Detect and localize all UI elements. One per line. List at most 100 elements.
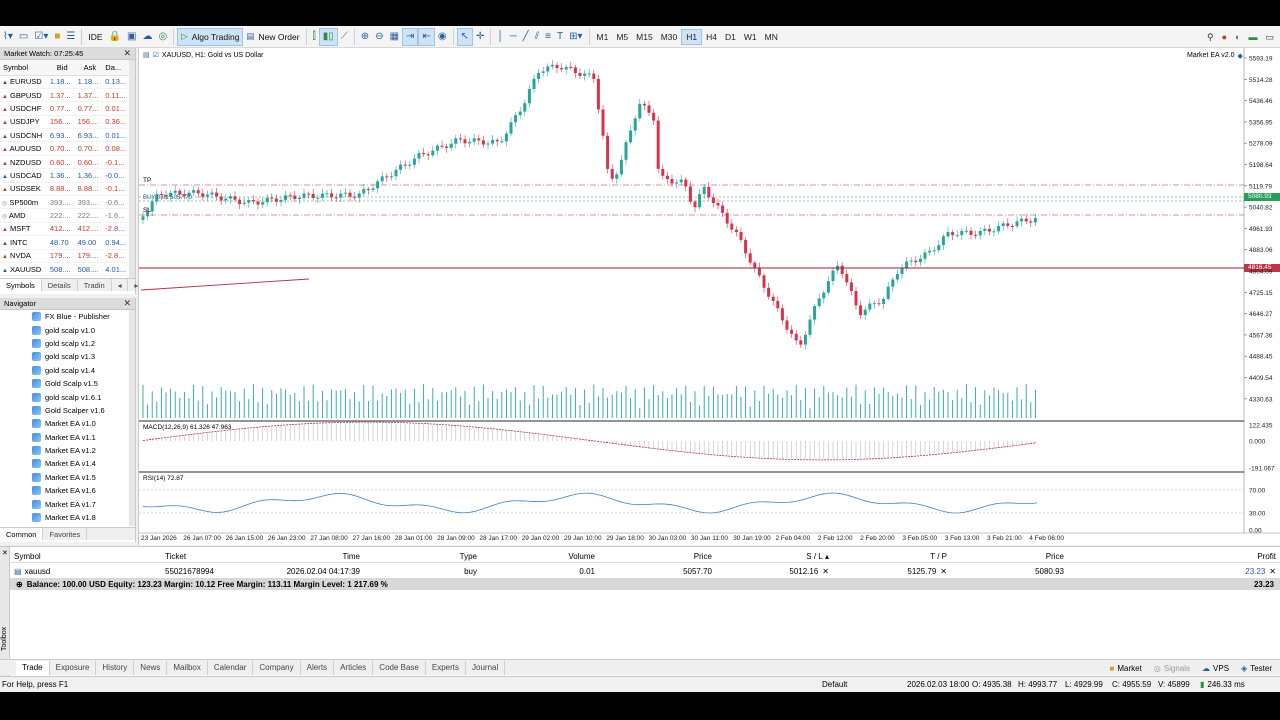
- signals-button[interactable]: ◎ Signals: [1153, 663, 1191, 673]
- market-watch-row[interactable]: ▲ USDSEK 8.88... 8.88... -0.1...: [0, 182, 130, 197]
- tf-m30[interactable]: M30: [660, 31, 678, 42]
- profiles-icon[interactable]: ☑▾: [34, 31, 49, 42]
- tab-experts[interactable]: Experts: [426, 660, 467, 675]
- col-tp[interactable]: T / P: [930, 551, 947, 561]
- col-current-price[interactable]: Price: [1045, 551, 1064, 561]
- navigator-item[interactable]: Market EA v1.6: [0, 484, 135, 497]
- tab-scroll-left[interactable]: ◂: [112, 279, 129, 291]
- col-bid[interactable]: Bid: [46, 60, 75, 76]
- zoom-in-icon[interactable]: ⊕: [360, 31, 370, 42]
- close-position-icon[interactable]: ✕: [1269, 566, 1276, 576]
- line-chart-icon[interactable]: ⟋: [340, 31, 348, 42]
- channel-icon[interactable]: ⫽: [534, 31, 540, 42]
- sl-label[interactable]: SL: [143, 207, 151, 214]
- market-watch-scrollbar[interactable]: [129, 60, 135, 278]
- remove-tp-icon[interactable]: ✕: [940, 566, 947, 576]
- tab-details[interactable]: Details: [42, 279, 78, 291]
- navigator-item[interactable]: gold scalp v1.0: [0, 323, 135, 336]
- market-watch-row[interactable]: ◎ SP500m 393.... 393.... -0.6...: [0, 195, 130, 210]
- market-button[interactable]: ■ Market: [1109, 663, 1142, 673]
- navigator-item[interactable]: Market EA v1.5: [0, 471, 135, 484]
- bar-chart-icon[interactable]: ⫿: [312, 31, 316, 42]
- notifications-icon[interactable]: ●: [1221, 32, 1228, 42]
- minimize-icon[interactable]: ▭: [1265, 31, 1274, 42]
- close-icon[interactable]: ✕: [123, 48, 131, 58]
- tab-journal[interactable]: Journal: [466, 660, 506, 675]
- price-chart[interactable]: 5593.19 5514.28 5436.46 5356.95 5278.09 5198.…: [139, 48, 1280, 545]
- screenshot-icon[interactable]: ◉: [437, 31, 447, 42]
- crosshair-icon[interactable]: ✛: [475, 31, 485, 42]
- market-watch-icon[interactable]: ☰: [66, 31, 76, 42]
- tester-button[interactable]: ◈ Tester: [1241, 663, 1272, 673]
- tab-symbols[interactable]: Symbols: [0, 279, 42, 291]
- tab-mailbox[interactable]: Mailbox: [167, 660, 208, 675]
- account-icon[interactable]: ◐: [1235, 32, 1241, 42]
- navigator-item[interactable]: Market EA v1.7: [0, 497, 135, 510]
- lock-icon[interactable]: 🔒: [108, 31, 121, 42]
- navigator-item[interactable]: Market EA v1.8: [0, 511, 135, 524]
- algo-trading-button[interactable]: ▷ Algo Trading: [177, 27, 244, 46]
- tab-alerts[interactable]: Alerts: [301, 660, 335, 675]
- zoom-out-icon[interactable]: ⊖: [375, 31, 384, 42]
- search-icon[interactable]: ⚲: [1207, 31, 1214, 42]
- new-order-button[interactable]: ▤ New Order: [246, 31, 300, 42]
- close-icon[interactable]: ✕: [2, 550, 8, 557]
- navigator-item[interactable]: Gold Scalp v1.5: [0, 377, 135, 390]
- market-watch-row[interactable]: ▲ NVDA 179.... 179.... -2.8...: [0, 249, 130, 263]
- col-symbol[interactable]: Symbol: [0, 60, 47, 76]
- tab-calendar[interactable]: Calendar: [208, 660, 254, 675]
- tab-history[interactable]: History: [96, 660, 135, 675]
- col-type[interactable]: Type: [459, 551, 477, 561]
- market-watch-row[interactable]: ▲ USDJPY 156.... 156.... 0.36...: [0, 115, 130, 130]
- col-ask[interactable]: Ask: [74, 60, 103, 76]
- tf-d1[interactable]: D1: [725, 31, 736, 42]
- tab-articles[interactable]: Articles: [334, 660, 374, 675]
- tab-code-base[interactable]: Code Base: [373, 660, 426, 675]
- market-watch-row[interactable]: ▲ USDCAD 1.36... 1.36... -0.0...: [0, 168, 130, 183]
- market-watch-row[interactable]: ▲ MSFT 412.... 412.... -2.8...: [0, 222, 130, 237]
- status-profile[interactable]: Default: [822, 680, 848, 689]
- navigator-item[interactable]: gold scalp v1.2: [0, 337, 135, 350]
- vps-button[interactable]: ☁ VPS: [1202, 663, 1230, 673]
- market-watch-row[interactable]: ▲ USDCHF 0.77... 0.77... 0.01...: [0, 101, 130, 116]
- tab-trading[interactable]: Tradin: [78, 279, 112, 291]
- col-profit[interactable]: Profit: [1257, 551, 1276, 561]
- strategy-tester-icon[interactable]: ▣: [126, 31, 137, 42]
- tile-icon[interactable]: ▦: [389, 31, 400, 42]
- tf-m1[interactable]: M1: [596, 31, 609, 42]
- tab-trade[interactable]: Trade: [16, 660, 50, 675]
- chart-type-icon[interactable]: ⌇▾: [3, 31, 13, 42]
- navigator-item[interactable]: Market EA v1.4: [0, 457, 135, 470]
- navigator-item[interactable]: gold scalp v1.3: [0, 350, 135, 363]
- trendline-icon[interactable]: ╱: [522, 31, 529, 42]
- tab-exposure[interactable]: Exposure: [50, 660, 97, 675]
- cursor-icon[interactable]: ↖: [456, 27, 473, 46]
- market-watch-row[interactable]: ▲ GBPUSD 1.37... 1.37... 0.11...: [0, 88, 130, 103]
- tab-common[interactable]: Common: [0, 528, 44, 540]
- navigator-item[interactable]: Gold Scalper v1.6: [0, 404, 135, 417]
- candles-icon[interactable]: ▮▯: [318, 27, 338, 46]
- col-sl[interactable]: S / L ▴: [806, 551, 829, 561]
- horizontal-line-icon[interactable]: ─: [509, 31, 517, 42]
- tf-m15[interactable]: M15: [636, 31, 653, 42]
- wifi-icon[interactable]: ▬: [1248, 32, 1258, 42]
- navigator-scrollbar[interactable]: [129, 310, 135, 526]
- tp-label[interactable]: TP: [143, 177, 152, 184]
- tf-mn[interactable]: MN: [764, 31, 778, 42]
- col-day[interactable]: Da...: [102, 60, 130, 76]
- toolbox-side[interactable]: ✕ Toolbox: [0, 547, 10, 677]
- col-symbol[interactable]: Symbol: [14, 551, 41, 561]
- navigator-item[interactable]: gold scalp v1.4: [0, 364, 135, 377]
- navigator-item[interactable]: Market EA v1.1: [0, 431, 135, 444]
- vertical-line-icon[interactable]: │: [497, 31, 504, 42]
- col-price[interactable]: Price: [693, 551, 712, 561]
- tf-h4[interactable]: H4: [706, 31, 717, 42]
- ide-button[interactable]: IDE: [88, 31, 103, 42]
- buy-label[interactable]: BUY 0.01 5057.70: [143, 195, 192, 201]
- trade-row[interactable]: ▤ xauusd 55021678994 2026.02.04 04:17:39 …: [14, 566, 1276, 576]
- auto-scroll-icon[interactable]: ⇥: [402, 27, 419, 46]
- fibonacci-icon[interactable]: ≡: [545, 31, 552, 42]
- tf-w1[interactable]: W1: [743, 31, 757, 42]
- col-time[interactable]: Time: [342, 551, 360, 561]
- col-volume[interactable]: Volume: [568, 551, 595, 561]
